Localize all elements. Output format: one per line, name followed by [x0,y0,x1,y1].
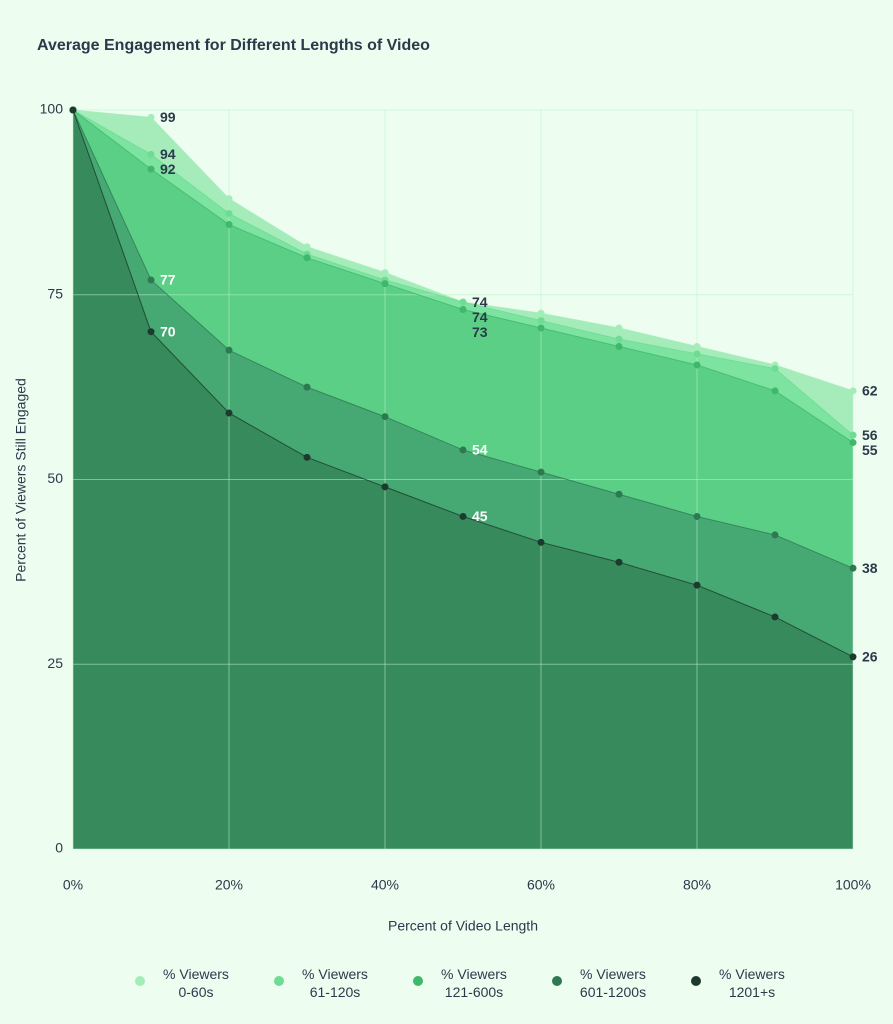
data-point [615,342,623,350]
data-point [849,653,857,661]
x-axis-label: Percent of Video Length [388,918,538,934]
legend-marker [552,976,562,986]
x-tick-label: 20% [215,877,243,893]
data-point [693,350,701,358]
y-tick-label: 0 [55,840,63,856]
legend-line: 61-120s [310,984,361,1000]
legend-marker [413,976,423,986]
data-point [693,342,701,350]
x-tick-label: 60% [527,877,555,893]
data-point [381,280,389,288]
data-point [225,346,233,354]
data-label: 56 [862,427,878,443]
legend-line: % Viewers [580,966,646,982]
legend-marker [274,976,284,986]
data-point [615,558,623,566]
data-point [147,113,155,121]
data-label: 92 [160,161,176,177]
data-point [303,243,311,251]
x-tick-label: 0% [63,877,83,893]
data-point [459,446,467,454]
data-label: 62 [862,383,878,399]
data-point [381,413,389,421]
data-point [849,387,857,395]
data-point [693,581,701,589]
data-label: 77 [160,272,176,288]
data-point [849,439,857,447]
y-tick-label: 100 [40,101,64,117]
data-point [693,512,701,520]
legend-line: 0-60s [178,984,213,1000]
legend-label: % Viewers 1201+s [719,966,785,1000]
y-tick-label: 50 [47,470,63,486]
data-point [147,165,155,173]
data-point [771,613,779,621]
data-point [771,365,779,373]
data-point [615,324,623,332]
data-point [381,483,389,491]
data-point [849,564,857,572]
data-point [537,468,545,476]
legend-label: % Viewers 0-60s [163,966,229,1000]
data-label: 74 [472,294,488,310]
data-point [225,221,233,229]
x-tick-label: 100% [835,877,871,893]
chart-title: Average Engagement for Different Lengths… [37,37,430,54]
data-point [459,306,467,314]
data-label: 54 [472,442,488,458]
data-label: 55 [862,442,878,458]
y-axis-label: Percent of Viewers Still Engaged [13,378,29,582]
legend-line: 1201+s [729,984,775,1000]
data-label: 38 [862,560,878,576]
data-point [147,276,155,284]
data-label: 99 [160,109,176,125]
data-label: 73 [472,324,488,340]
y-tick-label: 75 [47,285,63,301]
data-point [537,317,545,325]
data-label: 74 [472,309,488,325]
data-point [459,298,467,306]
data-point [459,512,467,520]
legend-line: 121-600s [445,984,503,1000]
data-point [147,328,155,336]
data-point [147,150,155,158]
legend-label: % Viewers 61-120s [302,966,368,1000]
data-label: 26 [862,649,878,665]
legend-line: % Viewers [719,966,785,982]
data-point [771,387,779,395]
legend-line: % Viewers [302,966,368,982]
legend-label: % Viewers 601-1200s [580,966,646,1000]
legend-label: % Viewers 121-600s [441,966,507,1000]
data-point [615,490,623,498]
data-point [849,431,857,439]
legend-marker [691,976,701,986]
x-tick-label: 40% [371,877,399,893]
data-point [693,361,701,369]
legend-line: % Viewers [163,966,229,982]
legend-marker [135,976,145,986]
data-point [537,538,545,546]
data-point [537,324,545,332]
data-point [303,453,311,461]
data-point [225,195,233,203]
data-label: 94 [160,146,176,162]
data-point [381,269,389,277]
data-label: 45 [472,508,488,524]
data-point [303,254,311,262]
data-point [69,106,77,114]
data-label: 70 [160,323,176,339]
data-point [225,409,233,417]
legend-line: 601-1200s [580,984,646,1000]
data-point [615,335,623,343]
data-point [537,309,545,317]
data-point [303,383,311,391]
x-tick-label: 80% [683,877,711,893]
y-tick-label: 25 [47,655,63,671]
data-point [225,209,233,217]
data-point [771,531,779,539]
legend-line: % Viewers [441,966,507,982]
